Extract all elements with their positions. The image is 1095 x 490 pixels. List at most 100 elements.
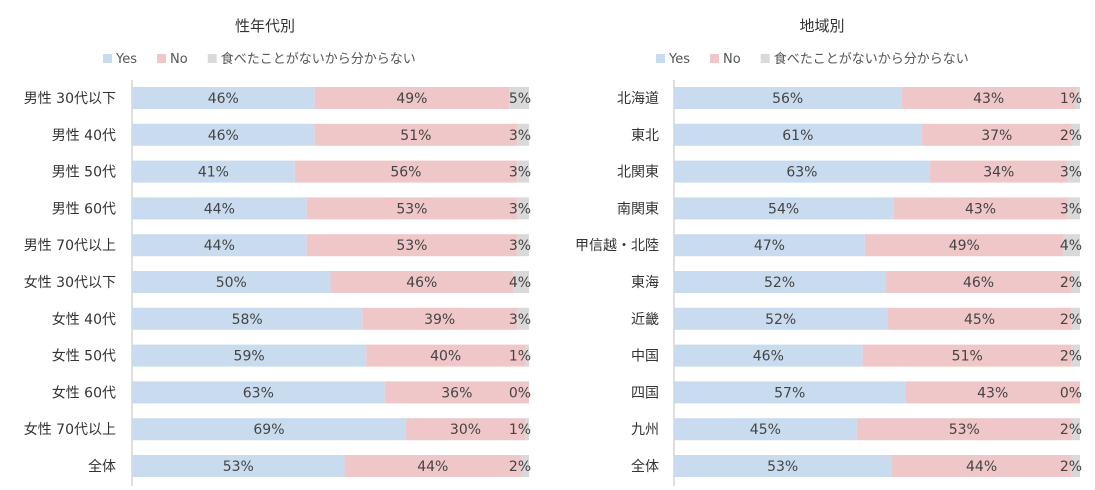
value-label-no-2-8: 51% bbox=[952, 349, 983, 365]
value-label-unknown-2-7: 2% bbox=[1060, 312, 1082, 328]
bar-no-2-3 bbox=[929, 160, 1068, 183]
bar-no-1-7 bbox=[362, 307, 518, 330]
category-label-1-11: 全体 bbox=[88, 458, 116, 475]
bar-unknown-1-1 bbox=[509, 87, 529, 109]
value-label-no-2-2: 37% bbox=[981, 128, 1012, 144]
category-label-1-3: 男性 50代 bbox=[52, 165, 116, 181]
value-label-unknown-2-1: 1% bbox=[1060, 91, 1082, 107]
category-label-2-3: 北関東 bbox=[617, 165, 659, 181]
bar-yes-1-8 bbox=[132, 344, 367, 367]
legend-swatch-yes-2 bbox=[656, 54, 665, 63]
value-label-unknown-2-6: 2% bbox=[1060, 275, 1082, 291]
category-label-1-6: 女性 30代以下 bbox=[24, 274, 116, 291]
value-label-yes-2-9: 57% bbox=[774, 385, 805, 401]
bar-unknown-1-3 bbox=[517, 160, 529, 183]
bar-no-2-1 bbox=[901, 87, 1076, 109]
value-label-no-1-6: 46% bbox=[406, 275, 437, 291]
bar-no-1-8 bbox=[366, 344, 526, 367]
bar-yes-1-7 bbox=[132, 307, 363, 330]
bar-unknown-1-10 bbox=[525, 418, 529, 441]
bar-yes-2-3 bbox=[674, 160, 930, 183]
value-label-unknown-2-5: 4% bbox=[1060, 238, 1082, 254]
value-label-yes-2-3: 63% bbox=[786, 165, 817, 181]
legend-label-no-2: No bbox=[723, 52, 741, 67]
category-label-1-7: 女性 40代 bbox=[52, 311, 116, 328]
bar-unknown-2-5 bbox=[1063, 234, 1080, 257]
legend-label-yes-2: Yes bbox=[668, 52, 690, 67]
bar-no-2-5 bbox=[864, 234, 1064, 257]
bar-yes-1-4 bbox=[132, 197, 307, 220]
bar-yes-1-1 bbox=[132, 87, 315, 109]
category-label-2-2: 東北 bbox=[631, 128, 659, 144]
value-label-unknown-2-2: 2% bbox=[1060, 128, 1082, 144]
bar-yes-1-6 bbox=[132, 271, 331, 293]
category-label-1-10: 女性 70代以上 bbox=[24, 421, 116, 438]
value-label-yes-2-11: 53% bbox=[767, 459, 798, 475]
bar-no-2-10 bbox=[856, 418, 1072, 441]
bar-no-2-6 bbox=[885, 271, 1072, 293]
legend-swatch-unknown-2 bbox=[760, 54, 770, 63]
bar-yes-2-10 bbox=[674, 418, 857, 441]
value-label-no-2-9: 43% bbox=[977, 385, 1008, 401]
value-label-no-1-9: 36% bbox=[441, 385, 472, 401]
category-label-1-1: 男性 30代以下 bbox=[24, 91, 116, 107]
value-label-yes-1-2: 46% bbox=[208, 128, 239, 144]
value-label-unknown-2-4: 3% bbox=[1060, 201, 1082, 217]
bar-no-1-3 bbox=[294, 160, 518, 183]
bar-no-1-1 bbox=[314, 87, 510, 109]
value-label-no-1-7: 39% bbox=[424, 312, 455, 328]
value-label-unknown-1-11: 2% bbox=[509, 459, 531, 475]
value-label-yes-1-4: 44% bbox=[204, 201, 235, 217]
bar-no-1-11 bbox=[344, 455, 521, 477]
value-label-unknown-1-10: 1% bbox=[509, 422, 531, 438]
value-label-yes-2-7: 52% bbox=[765, 312, 796, 328]
bar-unknown-2-1 bbox=[1075, 87, 1080, 109]
bar-yes-1-3 bbox=[132, 160, 295, 183]
value-label-unknown-1-2: 3% bbox=[509, 128, 531, 144]
bar-no-1-9 bbox=[384, 381, 529, 404]
category-label-2-5: 甲信越・北陸 bbox=[575, 238, 659, 254]
value-label-yes-1-1: 46% bbox=[208, 91, 239, 107]
value-label-unknown-1-6: 4% bbox=[509, 275, 531, 291]
value-label-no-1-4: 53% bbox=[396, 201, 427, 217]
value-label-yes-1-9: 63% bbox=[243, 385, 274, 401]
value-label-yes-2-4: 54% bbox=[768, 201, 799, 217]
bar-unknown-2-10 bbox=[1071, 418, 1080, 441]
value-label-no-2-10: 53% bbox=[949, 422, 980, 438]
value-label-unknown-1-4: 3% bbox=[509, 201, 531, 217]
bar-yes-1-10 bbox=[132, 418, 406, 441]
value-label-no-2-6: 46% bbox=[963, 275, 994, 291]
bar-no-1-5 bbox=[306, 234, 518, 257]
bar-no-2-9 bbox=[905, 381, 1080, 404]
category-label-1-8: 女性 50代 bbox=[52, 348, 116, 365]
value-label-unknown-2-9: 0% bbox=[1060, 385, 1082, 401]
bar-unknown-2-3 bbox=[1067, 160, 1080, 183]
bar-unknown-2-7 bbox=[1071, 307, 1080, 330]
value-label-yes-1-11: 53% bbox=[223, 459, 254, 475]
legend-label-yes-1: Yes bbox=[115, 52, 137, 67]
bar-unknown-1-2 bbox=[517, 123, 529, 146]
value-label-unknown-1-3: 3% bbox=[509, 165, 531, 181]
bar-unknown-1-5 bbox=[517, 234, 529, 257]
category-label-2-10: 九州 bbox=[631, 422, 659, 438]
bar-yes-2-5 bbox=[674, 234, 865, 257]
value-label-no-2-1: 43% bbox=[973, 91, 1004, 107]
bar-no-2-11 bbox=[891, 455, 1072, 477]
value-label-yes-1-7: 58% bbox=[232, 312, 263, 328]
category-label-2-4: 南関東 bbox=[617, 201, 659, 217]
value-label-yes-2-2: 61% bbox=[782, 128, 813, 144]
value-label-unknown-1-5: 3% bbox=[509, 238, 531, 254]
bar-unknown-2-2 bbox=[1071, 123, 1080, 146]
value-label-unknown-2-8: 2% bbox=[1060, 349, 1082, 365]
chart-title-1: 性年代別 bbox=[235, 17, 295, 35]
bar-unknown-1-6 bbox=[513, 271, 529, 293]
value-label-yes-2-5: 47% bbox=[754, 238, 785, 254]
value-label-no-2-3: 34% bbox=[983, 165, 1014, 181]
value-label-no-2-4: 43% bbox=[965, 201, 996, 217]
value-label-yes-2-6: 52% bbox=[764, 275, 795, 291]
value-label-unknown-1-9: 0% bbox=[509, 385, 531, 401]
value-label-no-1-8: 40% bbox=[430, 349, 461, 365]
value-label-no-2-11: 44% bbox=[966, 459, 997, 475]
value-label-yes-2-8: 46% bbox=[753, 349, 784, 365]
